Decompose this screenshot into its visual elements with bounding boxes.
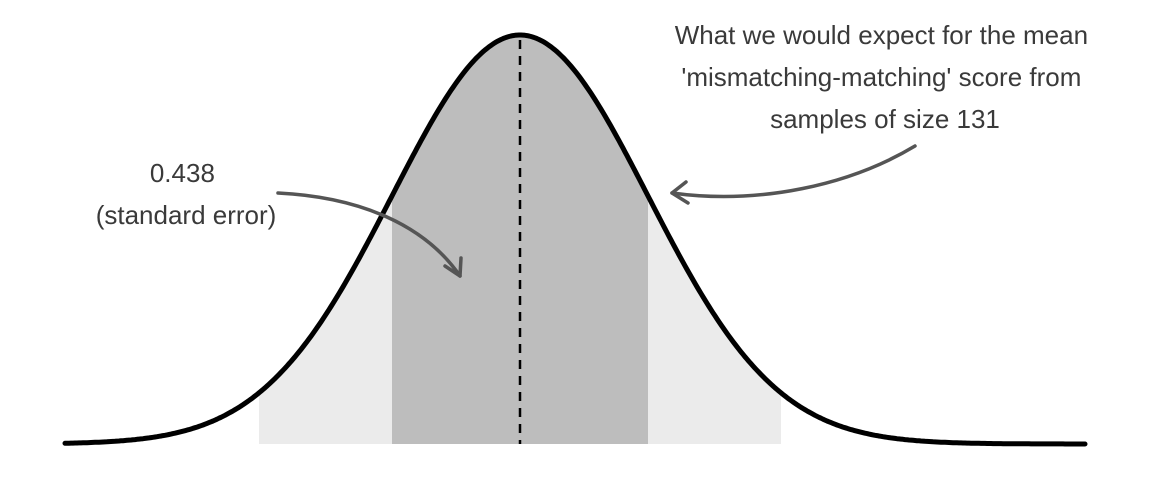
sampling-mean-annotation: What we would expect for the mean 'misma…	[675, 20, 1096, 134]
sampling-mean-line-2: 'mismatching-matching' score from	[681, 62, 1081, 92]
standard-error-annotation: 0.438 (standard error)	[96, 158, 277, 230]
standard-error-value: 0.438	[150, 158, 215, 188]
bell-curve	[62, 32, 1088, 447]
sampling-mean-line-3: samples of size 131	[770, 104, 1000, 134]
sampling-mean-line-1: What we would expect for the mean	[675, 20, 1088, 50]
sampling-mean-arrow	[670, 144, 917, 205]
standard-error-arrow	[276, 191, 463, 278]
standard-error-label: (standard error)	[96, 200, 277, 230]
